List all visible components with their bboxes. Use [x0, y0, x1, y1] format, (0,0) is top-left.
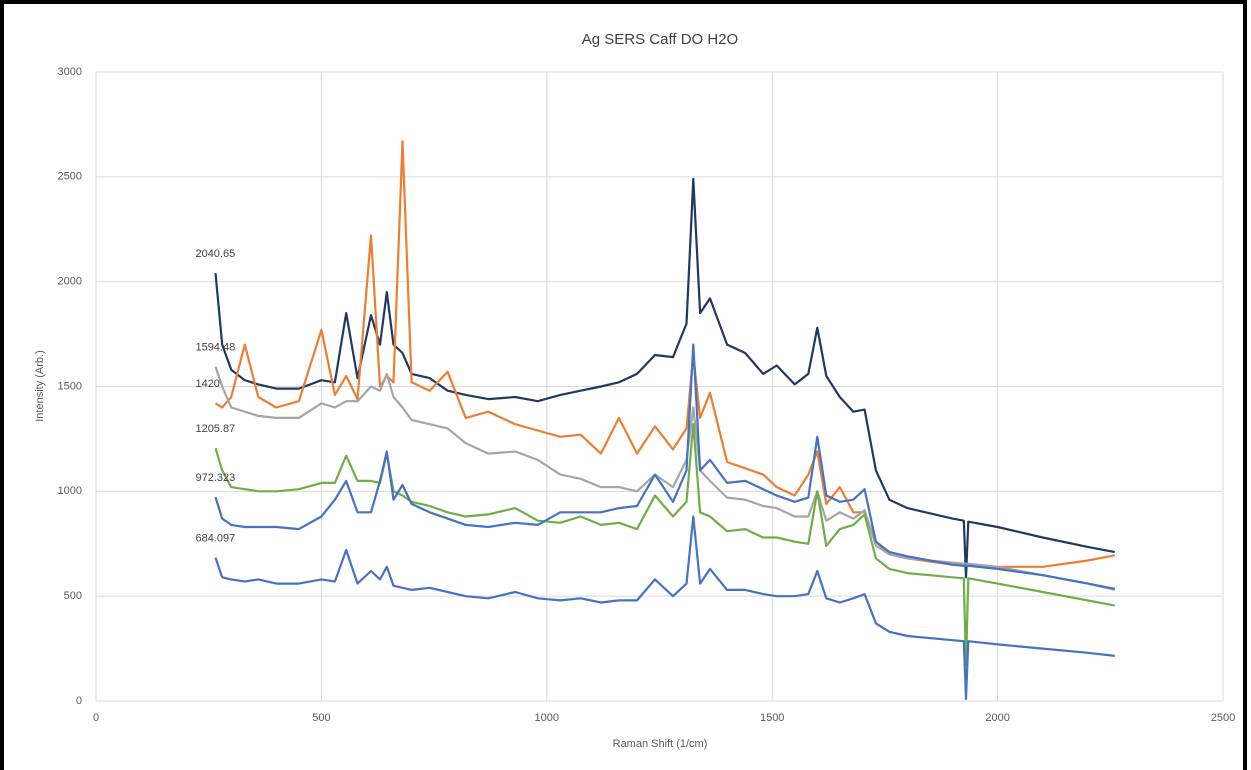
x-tick-label: 2000 — [985, 712, 1009, 724]
data-label: 1205.87 — [195, 423, 235, 435]
data-label: 1420 — [195, 378, 219, 390]
x-tick-label: 1500 — [760, 712, 784, 724]
series-line — [214, 177, 1116, 579]
y-tick-label: 500 — [64, 590, 82, 602]
series-line — [214, 366, 1116, 591]
y-tick-label: 1500 — [58, 380, 82, 392]
data-label: 2040.65 — [195, 248, 235, 260]
y-tick-label: 3000 — [58, 66, 82, 78]
x-axis-label: Raman Shift (1/cm) — [613, 738, 708, 750]
series-line — [214, 343, 1116, 590]
x-tick-label: 500 — [312, 712, 330, 724]
x-tick-label: 1000 — [535, 712, 559, 724]
chart-title: Ag SERS Caff DO H2O — [582, 31, 738, 48]
y-tick-label: 1000 — [58, 485, 82, 497]
data-label: 1594.48 — [195, 342, 235, 354]
x-tick-label: 0 — [93, 712, 99, 724]
data-label: 684.097 — [195, 532, 235, 544]
x-tick-label: 2500 — [1211, 712, 1235, 724]
y-tick-label: 0 — [76, 695, 82, 707]
y-tick-label: 2500 — [58, 171, 82, 183]
y-tick-label: 2000 — [58, 276, 82, 288]
y-axis-label: Intensity (Arb.) — [34, 350, 46, 422]
series-line — [214, 515, 1115, 700]
series-line — [214, 423, 1116, 667]
data-label: 972.323 — [195, 472, 235, 484]
